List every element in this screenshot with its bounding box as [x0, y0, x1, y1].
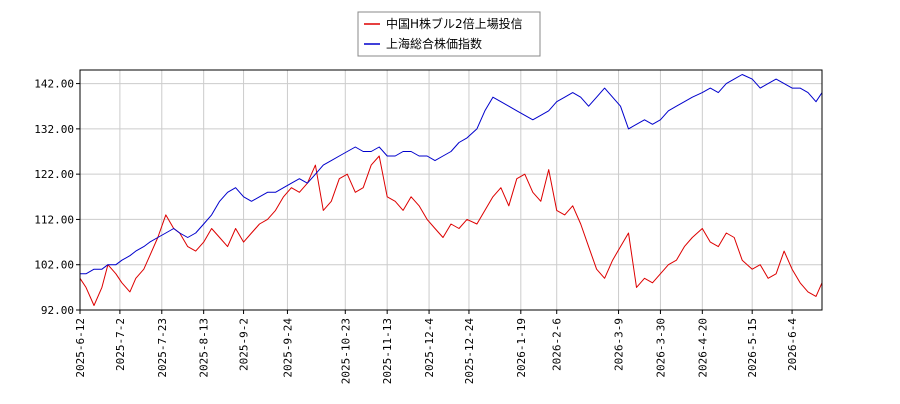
y-tick-label: 112.00: [34, 213, 74, 226]
series-line-1: [79, 155, 823, 306]
legend-label-series-1: 中国H株ブル2倍上場投信: [386, 16, 523, 31]
axes: 92.00 102.00 112.00 122.00 132.00 142.00 2025-…: [34, 69, 823, 385]
x-tick-label: 2025-11-13: [381, 318, 394, 384]
x-tick-label: 2026-2-6: [551, 318, 564, 371]
x-tick-label: 2025-7-23: [156, 318, 169, 378]
legend-label-series-2: 上海総合株価指数: [386, 36, 482, 51]
legend-box: [357, 11, 541, 57]
grid: [79, 70, 822, 311]
x-tick-label: 2025-9-2: [238, 318, 251, 371]
x-tick-label: 2026-5-15: [746, 318, 759, 378]
x-tick-label: 2025-9-24: [281, 318, 294, 378]
plot-frame: [79, 69, 823, 311]
x-tick-label: 2026-1-19: [515, 318, 528, 378]
y-tick-label: 92.00: [41, 304, 74, 317]
x-tick-label: 2025-12-24: [463, 318, 476, 385]
series-line-2: [80, 74, 823, 275]
x-tick-label: 2025-12-4: [423, 318, 436, 378]
y-tick-label: 142.00: [34, 78, 74, 91]
x-tick-label: 2026-3-30: [654, 318, 667, 378]
series-layer: [79, 74, 823, 306]
y-tick-label: 132.00: [34, 123, 74, 136]
x-tick-label: 2026-6-4: [786, 318, 799, 371]
y-tick-label: 122.00: [34, 168, 74, 181]
y-tick-label: 102.00: [34, 259, 74, 272]
x-tick-label: 2025-7-2: [114, 318, 127, 371]
x-tick-label: 2025-8-13: [198, 318, 211, 378]
x-tick-label: 2026-3-9: [613, 318, 626, 371]
legend: 中国H株ブル2倍上場投信 上海総合株価指数: [357, 11, 541, 57]
x-tick-label: 2025-6-12: [74, 318, 87, 378]
x-tick-label: 2026-4-20: [696, 318, 709, 378]
x-tick-label: 2025-10-23: [339, 318, 352, 384]
